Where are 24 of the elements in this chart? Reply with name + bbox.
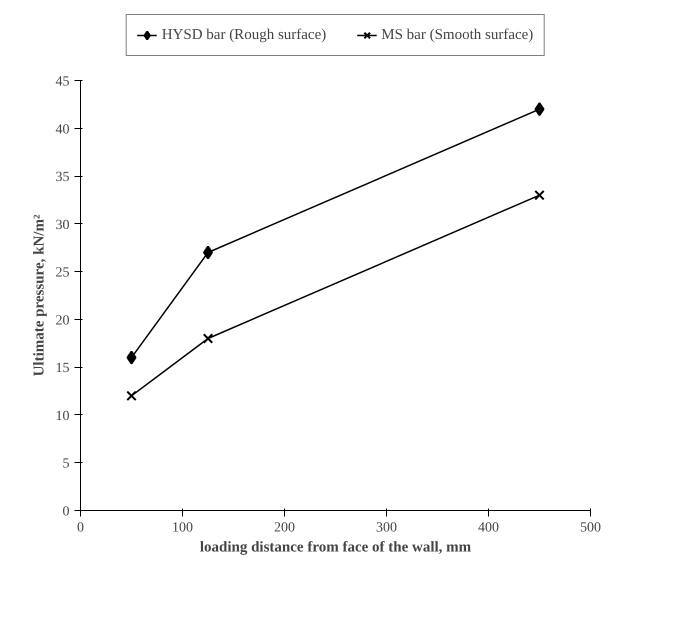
point <box>202 333 214 344</box>
x-tick-label: 500 <box>580 520 601 536</box>
x-tick-label: 100 <box>172 520 193 536</box>
x-tick-label: 0 <box>77 520 84 536</box>
y-tick-label: 20 <box>56 313 70 328</box>
point <box>203 246 213 260</box>
x-axis-title: loading distance from face of the wall, mm <box>200 540 472 556</box>
y-tick-label: 45 <box>56 74 70 90</box>
point <box>534 190 545 200</box>
y-tick-label: 30 <box>56 218 70 233</box>
y-axis-title: Ultimate pressure, kN/m² <box>32 214 48 376</box>
y-tick-label: 15 <box>56 361 70 376</box>
y-tick-label: 5 <box>62 456 70 472</box>
y-tick-label: 10 <box>56 408 70 424</box>
legend-label: HYSD bar (Rough surface) <box>162 26 326 44</box>
point <box>126 390 137 402</box>
y-tick-label: 25 <box>56 266 70 281</box>
y-tick-label: 35 <box>56 170 70 186</box>
x-tick-label: 300 <box>376 520 397 536</box>
y-tick-label: 40 <box>56 122 70 138</box>
x-tick-label: 200 <box>274 520 295 536</box>
y-tick-label: 0 <box>62 504 70 520</box>
x-tick-label: 400 <box>478 520 499 536</box>
legend-label: MS bar (Smooth surface) <box>381 26 534 44</box>
